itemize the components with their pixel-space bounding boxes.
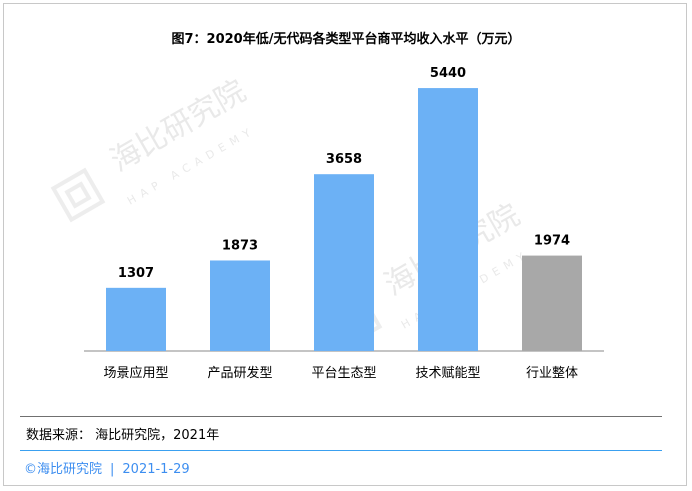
footer-divider (20, 450, 662, 451)
source-divider (20, 416, 662, 417)
bar-4 (418, 88, 478, 352)
data-label-1: 1307 (118, 266, 154, 281)
chart-title: 图7：2020年低/无代码各类型平台商平均收入水平（万元） (171, 32, 521, 47)
chart-frame (3, 3, 687, 486)
footer: ©海比研究院 | 2021-1-29 (24, 458, 190, 477)
footer-date: 2021-1-29 (122, 462, 190, 477)
bar-5 (522, 255, 582, 351)
bar-2 (210, 260, 270, 351)
x-tick-label-4: 技术赋能型 (415, 366, 480, 381)
data-label-2: 1873 (222, 238, 258, 253)
bar-chart: 1307 场景应用型 1873 产品研发型 3658 平台生态型 5440 技术赋能型 1974… (84, 66, 604, 381)
x-tick-label-3: 平台生态型 (311, 366, 376, 381)
footer-org: ©海比研究院 (24, 462, 103, 477)
x-tick-label-5: 行业整体 (526, 366, 578, 381)
data-label-3: 3658 (326, 152, 362, 167)
bar-3 (314, 174, 374, 351)
footer-divider-glyph: | (110, 462, 115, 477)
data-label-5: 1974 (534, 234, 570, 249)
x-tick-label-2: 产品研发型 (207, 365, 272, 381)
x-tick-label-1: 场景应用型 (103, 365, 168, 381)
source-note: 数据来源： 海比研究院，2021年 (26, 428, 220, 443)
bar-1 (106, 287, 166, 351)
data-label-4: 5440 (430, 66, 466, 81)
